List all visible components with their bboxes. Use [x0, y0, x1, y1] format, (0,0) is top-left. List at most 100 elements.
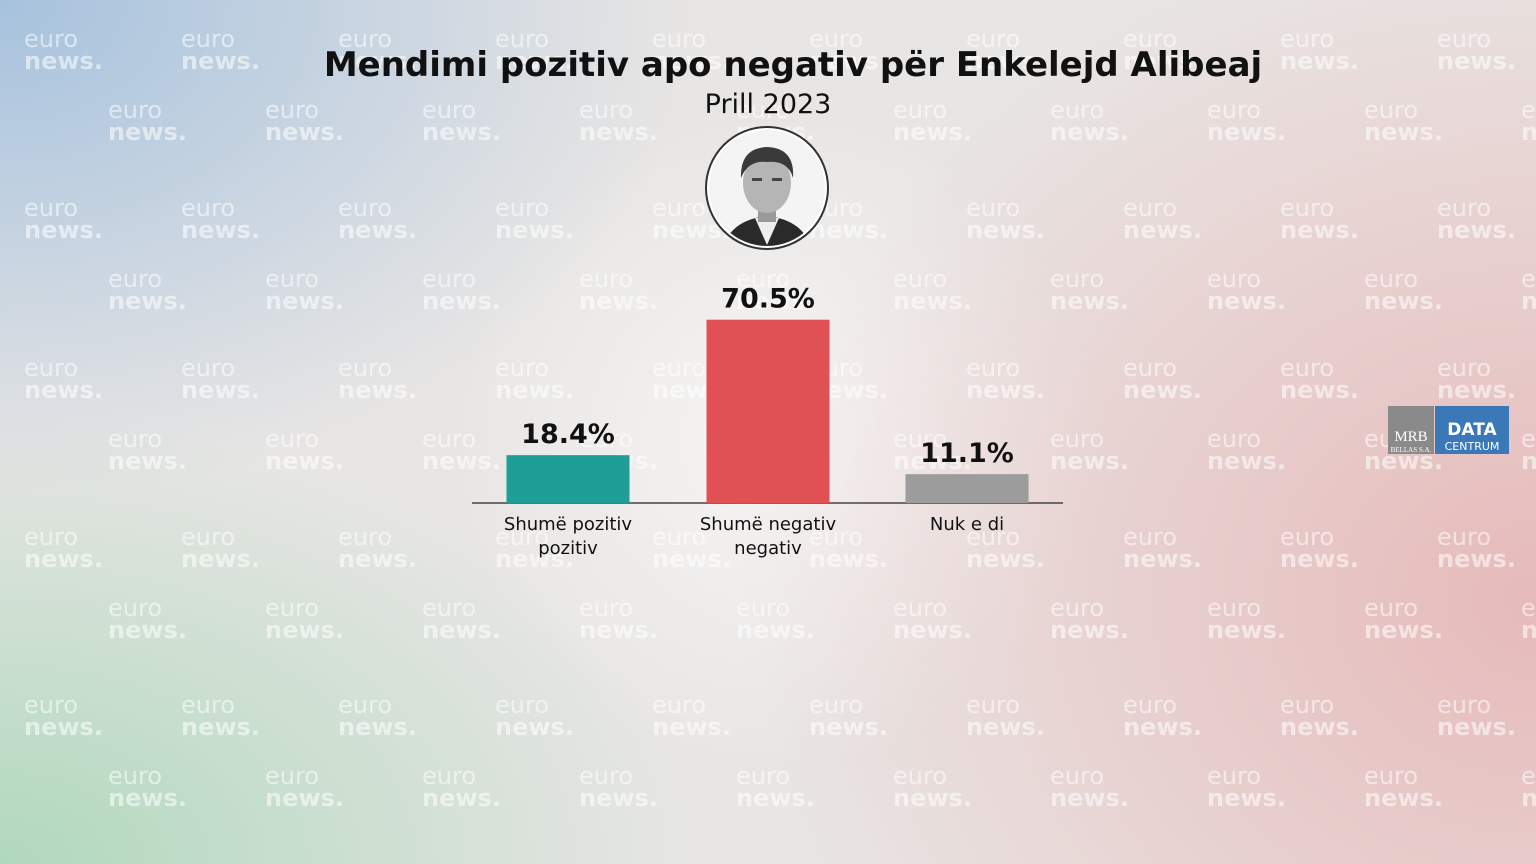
- watermark: euro: [1364, 96, 1418, 124]
- watermark: news.: [1050, 447, 1129, 475]
- logo-text: CENTRUM: [1445, 440, 1500, 453]
- watermark: euro: [1521, 594, 1536, 622]
- watermark: euro: [338, 194, 392, 222]
- watermark: euro: [1207, 265, 1261, 293]
- watermark: news.: [265, 447, 344, 475]
- watermark: euro: [1050, 425, 1104, 453]
- watermark: euro: [1123, 194, 1177, 222]
- watermark: news.: [1364, 287, 1443, 315]
- watermark: euro: [24, 354, 78, 382]
- watermark: news.: [652, 545, 731, 573]
- watermark: euro: [809, 691, 863, 719]
- watermark: euro: [893, 96, 947, 124]
- watermark: euro: [966, 523, 1020, 551]
- watermark: euro: [579, 96, 633, 124]
- watermark: news.: [1123, 376, 1202, 404]
- watermark: news.: [1437, 545, 1516, 573]
- watermark: news.: [108, 118, 187, 146]
- watermark: euro: [1050, 265, 1104, 293]
- watermark: news.: [1123, 545, 1202, 573]
- watermark: euro: [1280, 523, 1334, 551]
- logo-text: BELLAS S.A.: [1391, 446, 1432, 454]
- logo: MRB BELLAS S.A. DATA CENTRUM: [1388, 406, 1509, 454]
- watermark: news.: [24, 216, 103, 244]
- watermark: euro: [652, 25, 706, 53]
- watermark: news.: [1207, 616, 1286, 644]
- watermark: news.: [893, 616, 972, 644]
- watermark: news.: [1123, 216, 1202, 244]
- watermark: euro: [579, 265, 633, 293]
- watermark: news.: [265, 118, 344, 146]
- watermark: news.: [338, 376, 417, 404]
- watermark: euro: [652, 523, 706, 551]
- watermark: euro: [108, 594, 162, 622]
- watermark: news.: [966, 376, 1045, 404]
- watermark: news.: [338, 47, 417, 75]
- watermark: news.: [265, 784, 344, 812]
- watermark: news.: [24, 47, 103, 75]
- watermark: euro: [181, 25, 235, 53]
- watermark: news.: [181, 545, 260, 573]
- watermark: euro: [495, 194, 549, 222]
- watermark: euro: [338, 25, 392, 53]
- watermark: news.: [338, 216, 417, 244]
- watermark: news.: [652, 47, 731, 75]
- chart-title: Mendimi pozitiv apo negativ për Enkelejd…: [324, 45, 1262, 85]
- watermark: news.: [265, 287, 344, 315]
- watermark: news.: [24, 713, 103, 741]
- watermark: euro: [1207, 425, 1261, 453]
- watermark: news.: [736, 616, 815, 644]
- watermark: news.: [966, 47, 1045, 75]
- watermark: news.: [579, 118, 658, 146]
- watermark: euro: [181, 194, 235, 222]
- watermark: news.: [24, 545, 103, 573]
- bar: [905, 474, 1029, 503]
- watermark: euro: [736, 265, 790, 293]
- watermark: news.: [1207, 784, 1286, 812]
- watermark: news.: [736, 784, 815, 812]
- watermark: news.: [495, 376, 574, 404]
- watermark: euro: [809, 25, 863, 53]
- watermark: euro: [265, 594, 319, 622]
- watermark: euro: [1050, 96, 1104, 124]
- watermark: news.: [495, 713, 574, 741]
- watermark: news.: [108, 447, 187, 475]
- watermark: euro: [966, 194, 1020, 222]
- watermark: euro: [1207, 594, 1261, 622]
- watermark: euro: [893, 265, 947, 293]
- watermark: euro: [652, 194, 706, 222]
- watermark: euro: [495, 354, 549, 382]
- watermark: euro: [966, 25, 1020, 53]
- watermark: news.: [1280, 545, 1359, 573]
- watermark: news.: [181, 713, 260, 741]
- watermark: news.: [966, 216, 1045, 244]
- watermark: news.: [108, 616, 187, 644]
- watermarks: euronews.euronews.euronews.euronews.euro…: [24, 25, 1536, 812]
- watermark: euro: [1437, 523, 1491, 551]
- watermark: euro: [1280, 691, 1334, 719]
- watermark: euro: [495, 523, 549, 551]
- watermark: euro: [181, 691, 235, 719]
- value-label: 18.4%: [521, 419, 615, 450]
- watermark: news.: [893, 118, 972, 146]
- watermark: euro: [1437, 354, 1491, 382]
- watermark: euro: [181, 354, 235, 382]
- watermark: news.: [809, 47, 888, 75]
- watermark: news.: [1280, 216, 1359, 244]
- watermark: euro: [108, 265, 162, 293]
- watermark: euro: [1207, 762, 1261, 790]
- watermark: euro: [652, 691, 706, 719]
- value-label: 70.5%: [721, 284, 815, 315]
- watermark: news.: [1521, 447, 1536, 475]
- watermark: euro: [1364, 762, 1418, 790]
- watermark: news.: [893, 784, 972, 812]
- watermark: news.: [1364, 118, 1443, 146]
- watermark: euro: [966, 354, 1020, 382]
- watermark: euro: [809, 523, 863, 551]
- watermark: euro: [422, 265, 476, 293]
- watermark: euro: [338, 354, 392, 382]
- watermark: news.: [1050, 118, 1129, 146]
- watermark: news.: [1207, 447, 1286, 475]
- watermark: euro: [1521, 96, 1536, 124]
